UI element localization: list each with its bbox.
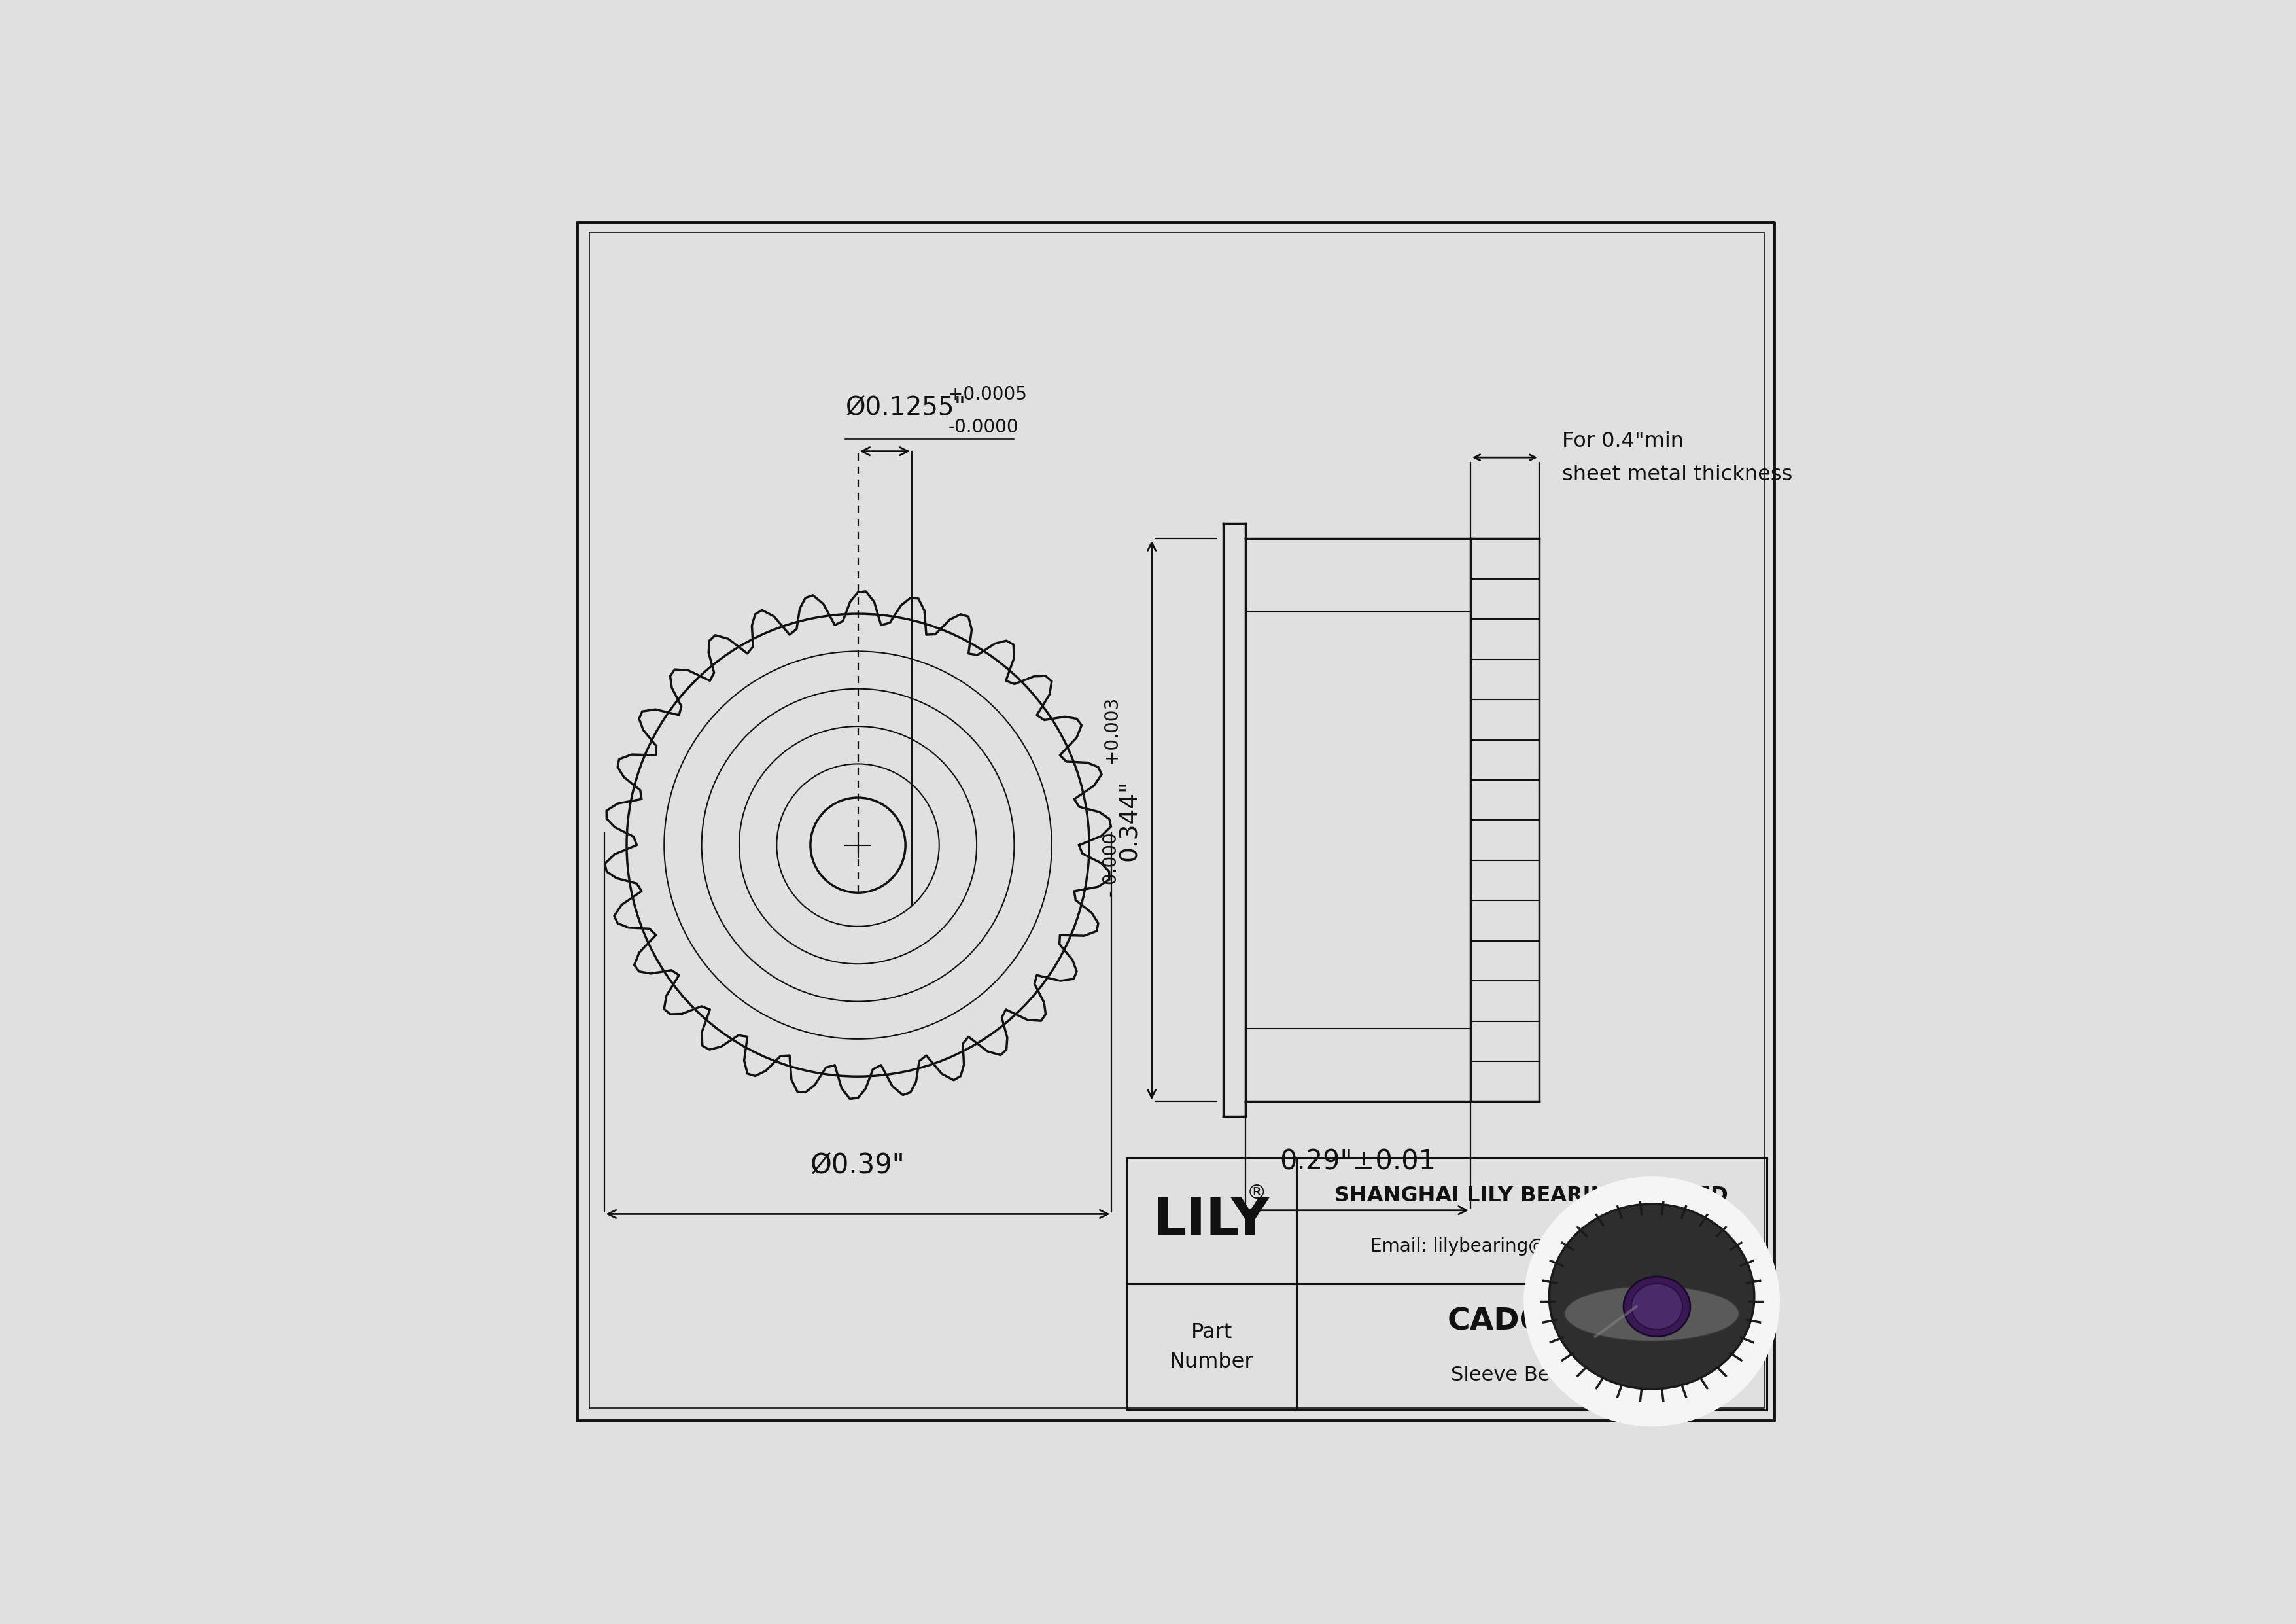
Ellipse shape <box>1550 1203 1754 1389</box>
Text: Sleeve Bearings: Sleeve Bearings <box>1451 1366 1612 1385</box>
Text: -0.0000: -0.0000 <box>948 417 1019 437</box>
Text: +0.0005: +0.0005 <box>948 385 1026 404</box>
Ellipse shape <box>1623 1276 1690 1337</box>
Ellipse shape <box>1630 1283 1683 1330</box>
Text: Ø0.1255": Ø0.1255" <box>845 395 967 421</box>
Text: For 0.4"min: For 0.4"min <box>1561 430 1683 451</box>
Text: Part
Number: Part Number <box>1169 1322 1254 1372</box>
Text: 0.29"±0.01: 0.29"±0.01 <box>1279 1148 1437 1176</box>
Text: Email: lilybearing@lily-bearing.com: Email: lilybearing@lily-bearing.com <box>1371 1237 1692 1255</box>
Ellipse shape <box>1564 1286 1738 1341</box>
Text: 0.344": 0.344" <box>1118 780 1141 861</box>
Text: ®: ® <box>1247 1184 1267 1203</box>
Text: - 0.000: - 0.000 <box>1102 833 1120 896</box>
Text: +0.003: +0.003 <box>1102 697 1120 763</box>
Text: SHANGHAI LILY BEARING LIMITED: SHANGHAI LILY BEARING LIMITED <box>1334 1186 1729 1205</box>
Text: CADCNBB: CADCNBB <box>1446 1307 1616 1337</box>
Text: Ø0.39": Ø0.39" <box>810 1151 905 1179</box>
Text: sheet metal thickness: sheet metal thickness <box>1561 464 1793 486</box>
Ellipse shape <box>1525 1176 1779 1426</box>
Text: LILY: LILY <box>1153 1195 1270 1246</box>
